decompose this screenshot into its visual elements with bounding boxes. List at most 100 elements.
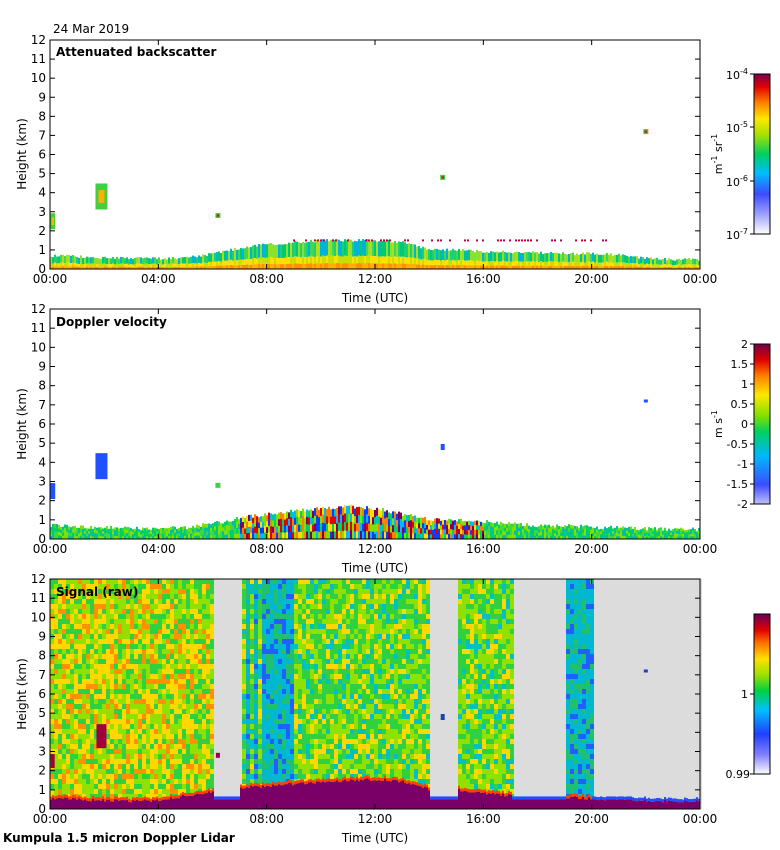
signal-cell — [130, 599, 134, 605]
backscatter-column — [424, 259, 426, 265]
velocity-column — [684, 536, 686, 540]
signal-cell — [170, 744, 174, 750]
backscatter-column — [448, 265, 450, 269]
signal-cell — [78, 589, 82, 595]
velocity-column — [422, 533, 424, 540]
velocity-column — [448, 528, 450, 535]
velocity-column — [104, 533, 106, 537]
backscatter-column — [202, 254, 204, 263]
signal-cell — [134, 699, 138, 705]
backscatter-column — [272, 264, 274, 269]
signal-cell — [154, 769, 158, 775]
velocity-column — [452, 529, 454, 535]
backscatter-column — [380, 263, 382, 269]
backscatter-column — [78, 264, 80, 267]
velocity-column — [262, 516, 264, 523]
signal-cell — [174, 739, 178, 745]
signal-cell — [134, 724, 138, 730]
backscatter-column — [538, 262, 540, 266]
velocity-column — [376, 531, 378, 540]
velocity-column — [264, 519, 266, 527]
signal-cell — [122, 719, 126, 725]
signal-cell — [54, 714, 58, 720]
velocity-column — [450, 529, 452, 535]
backscatter-column — [588, 265, 590, 269]
backscatter-column — [562, 252, 564, 262]
y-tick-label: 1 — [38, 243, 46, 257]
signal-cell — [158, 644, 162, 650]
velocity-column — [124, 535, 126, 540]
velocity-column — [552, 535, 554, 540]
backscatter-column — [554, 265, 556, 269]
velocity-column — [692, 527, 694, 531]
signal-cell — [170, 714, 174, 720]
signal-cell — [118, 739, 122, 745]
backscatter-column — [230, 259, 232, 265]
signal-cell — [118, 669, 122, 675]
backscatter-column — [574, 255, 576, 263]
velocity-column — [570, 531, 572, 536]
backscatter-column — [350, 263, 352, 269]
x-tick-label: 00:00 — [683, 542, 718, 556]
backscatter-speck — [317, 239, 319, 242]
signal-cell — [190, 689, 194, 695]
velocity-column — [462, 521, 464, 527]
signal-cell — [74, 694, 78, 700]
signal-cell — [278, 669, 282, 675]
velocity-column — [418, 528, 420, 535]
signal-cell — [266, 664, 270, 670]
velocity-column — [184, 532, 186, 537]
signal-cell — [242, 734, 246, 740]
velocity-column — [268, 512, 270, 520]
signal-cell — [290, 709, 294, 715]
signal-cell — [54, 594, 58, 600]
velocity-column — [480, 534, 482, 540]
signal-cell — [286, 694, 290, 700]
signal-cell — [154, 759, 158, 765]
signal-cell — [62, 594, 66, 600]
signal-cell — [122, 784, 126, 790]
backscatter-column — [638, 266, 640, 269]
signal-cell — [134, 619, 138, 625]
signal-cell — [106, 794, 110, 800]
signal-cell — [134, 784, 138, 790]
signal-cell — [134, 589, 138, 595]
signal-cell — [210, 579, 214, 585]
signal-cell — [190, 789, 194, 795]
signal-cell — [142, 659, 146, 665]
velocity-column — [350, 530, 352, 540]
backscatter-column — [620, 266, 622, 269]
backscatter-column — [528, 265, 530, 269]
backscatter-column — [186, 266, 188, 269]
backscatter-column — [414, 264, 416, 269]
velocity-column — [504, 523, 506, 529]
signal-cell — [74, 689, 78, 695]
signal-cell — [102, 599, 106, 605]
signal-cell — [78, 729, 82, 735]
velocity-column — [382, 531, 384, 540]
backscatter-column — [598, 254, 600, 263]
velocity-column — [320, 515, 322, 525]
signal-cell — [106, 704, 110, 710]
velocity-column — [232, 534, 234, 540]
signal-cell — [66, 644, 70, 650]
velocity-column — [574, 535, 576, 540]
velocity-column — [298, 517, 300, 526]
signal-cell — [106, 669, 110, 675]
signal-cell — [202, 709, 206, 715]
signal-cell — [186, 784, 190, 790]
signal-cell — [170, 664, 174, 670]
signal-cell — [86, 649, 90, 655]
backscatter-column — [668, 266, 670, 269]
velocity-column — [202, 535, 204, 540]
signal-cell — [262, 774, 266, 780]
signal-cell — [170, 734, 174, 740]
signal-cell — [118, 649, 122, 655]
signal-cell — [170, 724, 174, 730]
signal-cell — [262, 609, 266, 615]
signal-cell — [262, 724, 266, 730]
velocity-column — [394, 518, 396, 526]
signal-cell — [286, 639, 290, 645]
signal-cell — [206, 654, 210, 660]
velocity-column — [388, 512, 390, 520]
